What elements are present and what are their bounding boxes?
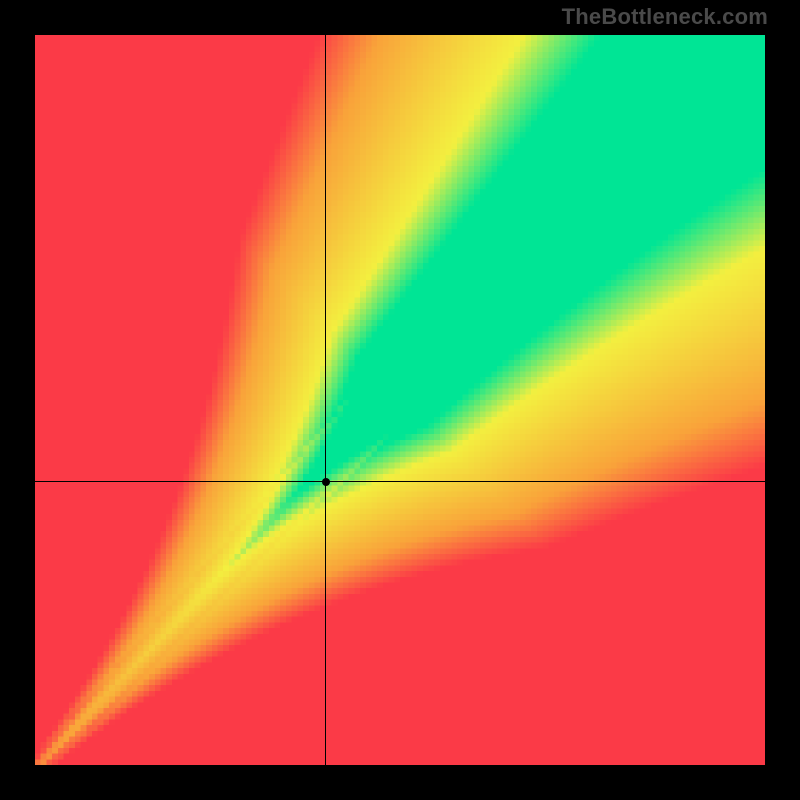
crosshair-vertical bbox=[325, 35, 326, 765]
watermark-text: TheBottleneck.com bbox=[562, 4, 768, 30]
chart-frame: TheBottleneck.com bbox=[0, 0, 800, 800]
crosshair-marker bbox=[322, 478, 330, 486]
heatmap-canvas bbox=[35, 35, 765, 765]
crosshair-horizontal bbox=[35, 481, 765, 482]
